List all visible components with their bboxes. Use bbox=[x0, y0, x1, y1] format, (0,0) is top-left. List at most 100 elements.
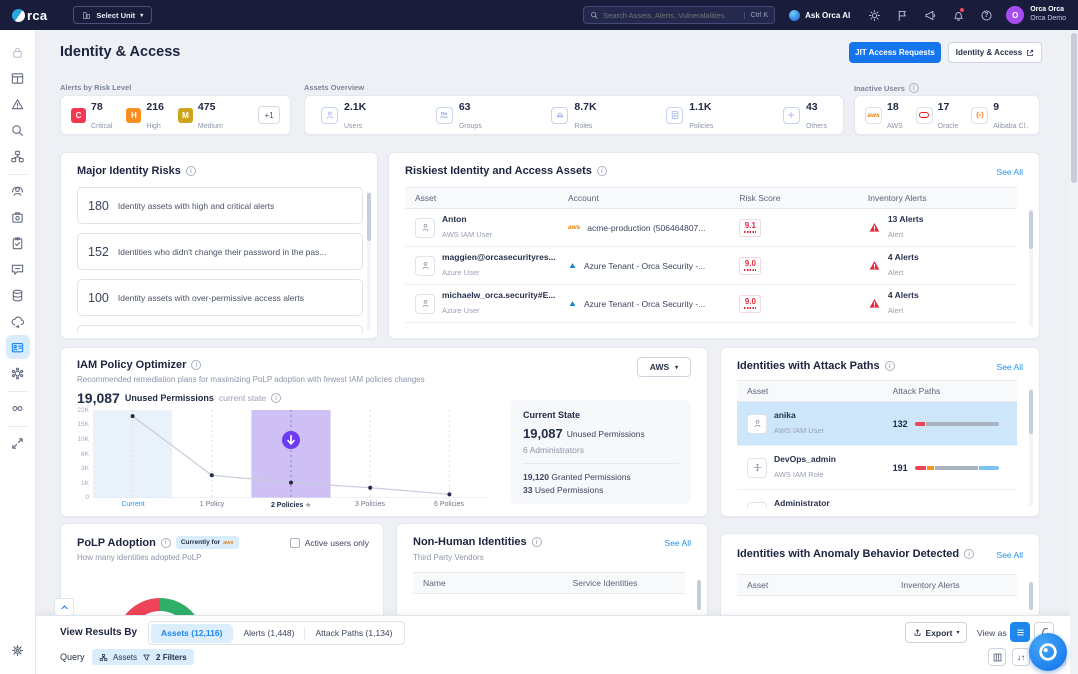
asset-stat-roles[interactable]: 8.7K Roles bbox=[551, 97, 597, 133]
export-button[interactable]: Export ▾ bbox=[905, 622, 967, 643]
x-label-6-policies[interactable]: 6 Policies bbox=[434, 501, 464, 508]
sidebar-item-remediation[interactable] bbox=[6, 257, 30, 281]
anomaly-see-all-link[interactable]: See All bbox=[996, 550, 1023, 560]
query-chip[interactable]: Assets 2 Filters bbox=[92, 649, 194, 665]
tab-attack-paths[interactable]: Attack Paths (1,134) bbox=[315, 628, 393, 638]
non-human-see-all-link[interactable]: See All bbox=[664, 538, 691, 548]
risk-stat-medium[interactable]: M 475 Medium bbox=[177, 97, 223, 133]
sidebar-item-discovery[interactable] bbox=[6, 118, 30, 142]
scrollbar[interactable] bbox=[1029, 209, 1033, 327]
attack-row-anika[interactable]: anika AWS IAM User 132 bbox=[737, 402, 1017, 446]
info-icon[interactable]: i bbox=[964, 549, 975, 559]
riskiest-row-maggien[interactable]: maggien@orcasecurityres... Azure User Azu… bbox=[405, 247, 1017, 285]
y-tick: 22K bbox=[77, 407, 89, 414]
sidebar-item-cloud-sync[interactable] bbox=[6, 309, 30, 333]
sidebar-item-identity-access[interactable] bbox=[5, 335, 30, 359]
orca-assistant-fab[interactable] bbox=[1029, 633, 1067, 671]
provider-select[interactable]: AWS ▾ bbox=[637, 357, 691, 377]
asset-stat-users[interactable]: 2.1K Users bbox=[321, 97, 366, 133]
search-icon bbox=[591, 11, 598, 19]
riskiest-see-all-link[interactable]: See All bbox=[996, 167, 1023, 177]
azure-user-icon bbox=[422, 261, 428, 270]
sidebar-item-dashboard[interactable] bbox=[6, 66, 30, 90]
sidebar-item-data-security[interactable] bbox=[6, 205, 30, 229]
scrollbar[interactable] bbox=[1029, 388, 1033, 506]
inactive-aws[interactable]: aws 18 AWS bbox=[865, 97, 903, 133]
major-risk-row[interactable]: 100 Identity assets with over-permissive… bbox=[77, 279, 363, 316]
jit-access-requests-button[interactable]: JIT Access Requests bbox=[849, 42, 941, 63]
inactive-alibaba[interactable]: 9 Alibaba Cl.. bbox=[971, 97, 1029, 133]
asset-stat-groups[interactable]: 63 Groups bbox=[435, 97, 482, 133]
identity-access-console-button[interactable]: Identity & Access bbox=[948, 42, 1042, 63]
scrollbar-thumb[interactable] bbox=[367, 193, 371, 241]
info-icon[interactable]: i bbox=[271, 393, 282, 403]
column-settings-button[interactable] bbox=[988, 648, 1006, 666]
alerts-by-risk-label: Alerts by Risk Level bbox=[60, 83, 132, 92]
page-scrollbar-thumb[interactable] bbox=[1071, 33, 1077, 183]
riskiest-table-header: Asset Account Risk Score Inventory Alert… bbox=[405, 187, 1017, 209]
select-unit-dropdown[interactable]: Select Unit ▾ bbox=[73, 6, 153, 24]
current-state-title: Current State bbox=[523, 410, 581, 420]
medium-count: 475 bbox=[197, 101, 216, 113]
risk-stat-critical[interactable]: C 78 Critical bbox=[71, 97, 112, 133]
x-label-2-policies[interactable]: 2 Policies ★ bbox=[270, 502, 312, 509]
collapse-panel-button[interactable] bbox=[54, 598, 74, 616]
major-risk-row[interactable]: 180 Identity assets with high and critic… bbox=[77, 187, 363, 224]
riskiest-row-anton[interactable]: Anton AWS IAM User aws acme-production (50… bbox=[405, 209, 1017, 247]
sidebar-item-settings[interactable] bbox=[6, 638, 30, 662]
notifications-button[interactable] bbox=[951, 8, 965, 22]
ask-orca-ai-button[interactable]: Ask Orca AI bbox=[789, 9, 850, 21]
scrollbar-thumb[interactable] bbox=[697, 580, 701, 610]
scrollbar-thumb[interactable] bbox=[1029, 582, 1033, 610]
sort-button[interactable]: ↓↑ bbox=[1012, 648, 1030, 666]
major-risk-row[interactable]: 152 Identities who didn't change their p… bbox=[77, 233, 363, 270]
search-input[interactable] bbox=[603, 10, 740, 20]
info-icon[interactable]: i bbox=[185, 166, 196, 176]
attack-row-administrator[interactable]: AdministratorAWS IAM User 62 bbox=[737, 490, 1017, 508]
scrollbar-thumb[interactable] bbox=[1029, 390, 1033, 434]
sidebar-item-attack-paths[interactable] bbox=[6, 144, 30, 168]
sidebar-item-inventory[interactable] bbox=[6, 283, 30, 307]
theme-toggle-button[interactable] bbox=[867, 8, 881, 22]
inactive-oracle[interactable]: 17 Oracle bbox=[915, 97, 958, 133]
sidebar-item-integrations[interactable] bbox=[6, 431, 30, 455]
risk-stat-high[interactable]: H 216 High bbox=[126, 97, 164, 133]
announcements-button[interactable] bbox=[923, 8, 937, 22]
active-users-only-checkbox[interactable]: Active users only bbox=[289, 538, 369, 548]
riskiest-assets-card: Riskiest Identity and Access Assets i Se… bbox=[388, 152, 1040, 339]
tab-assets[interactable]: Assets (12,116) bbox=[151, 623, 233, 643]
attack-paths-see-all-link[interactable]: See All bbox=[996, 362, 1023, 372]
attack-row-devops-admin[interactable]: DevOps_admin AWS IAM Role 191 bbox=[737, 446, 1017, 490]
asset-stat-others[interactable]: 43 Others bbox=[782, 97, 827, 133]
info-icon[interactable]: i bbox=[531, 537, 542, 547]
riskiest-row-michaelw[interactable]: michaelw_orca.security#E... Azure User Az… bbox=[405, 285, 1017, 323]
orca-logo[interactable]: rca bbox=[12, 8, 47, 23]
tab-alerts[interactable]: Alerts (1,448) bbox=[243, 628, 295, 638]
scrollbar-thumb[interactable] bbox=[1029, 211, 1033, 249]
info-icon[interactable]: i bbox=[884, 361, 895, 371]
user-menu[interactable]: O Orca Orca Orca Demo bbox=[1006, 6, 1066, 24]
sidebar-item-locked[interactable] bbox=[6, 40, 30, 64]
info-icon[interactable]: i bbox=[160, 537, 171, 548]
info-icon[interactable]: i bbox=[191, 360, 202, 370]
x-label-current[interactable]: Current bbox=[121, 501, 145, 508]
major-risk-row-clipped[interactable] bbox=[77, 325, 363, 333]
sidebar-item-compliance[interactable] bbox=[6, 231, 30, 255]
view-as-list-button[interactable] bbox=[1010, 622, 1030, 642]
asset-stat-policies[interactable]: 1.1K Policies bbox=[666, 97, 713, 133]
sidebar-item-cicd[interactable] bbox=[6, 396, 30, 420]
help-button[interactable]: ? bbox=[979, 8, 993, 22]
anomaly-title: Identities with Anomaly Behavior Detecte… bbox=[737, 548, 960, 560]
scrollbar[interactable] bbox=[367, 191, 371, 331]
global-search[interactable]: Ctrl K bbox=[583, 6, 776, 24]
info-icon[interactable]: i bbox=[908, 83, 919, 93]
x-label-1-policy[interactable]: 1 Policy bbox=[199, 501, 225, 508]
sidebar-item-threats[interactable] bbox=[6, 179, 30, 203]
more-risk-levels-button[interactable]: +1 bbox=[258, 106, 280, 124]
sidebar-item-vulnerabilities[interactable] bbox=[6, 361, 30, 385]
sidebar-item-alerts[interactable] bbox=[6, 92, 30, 116]
whats-new-button[interactable] bbox=[895, 8, 909, 22]
page-scrollbar[interactable] bbox=[1070, 30, 1078, 674]
info-icon[interactable]: i bbox=[596, 166, 607, 176]
x-label-3-policies[interactable]: 3 Policies bbox=[355, 501, 385, 508]
